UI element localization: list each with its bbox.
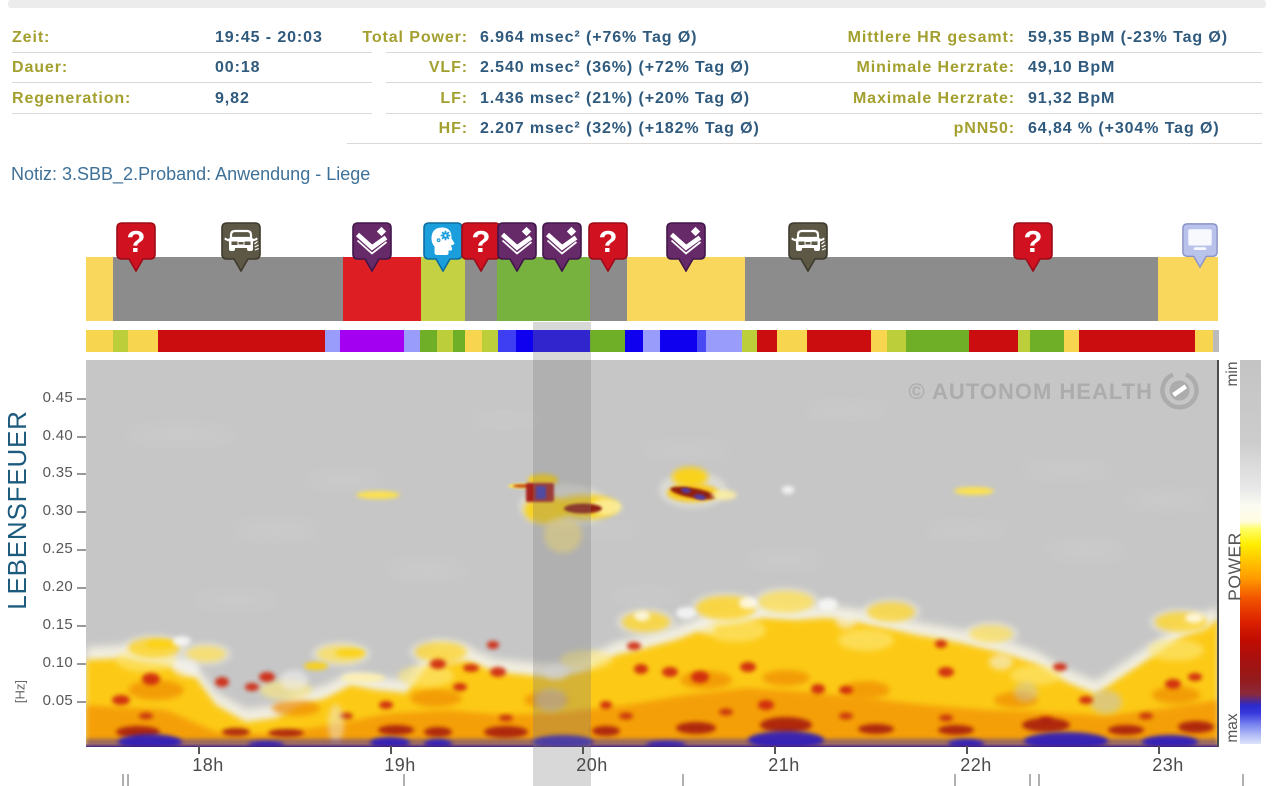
svg-text:?: ?	[1024, 224, 1043, 259]
svg-text:?: ?	[472, 224, 491, 259]
svg-text:?: ?	[599, 224, 618, 259]
svg-text:?: ?	[127, 224, 146, 259]
